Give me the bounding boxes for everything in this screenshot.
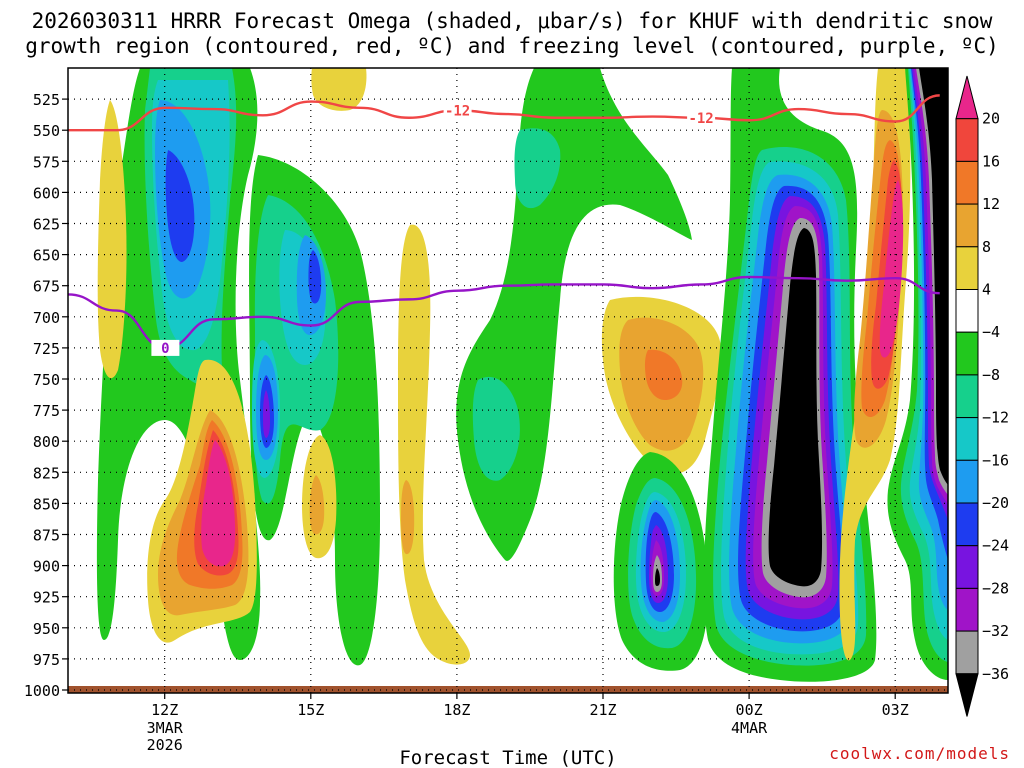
y-tick-label-900: 900 <box>33 558 60 576</box>
x-axis-label: Forecast Time (UTC) <box>399 747 616 768</box>
omega-region-orange-16z <box>309 475 325 535</box>
y-tick-label-775: 775 <box>33 402 60 420</box>
y-tick-label-1000: 1000 <box>24 682 60 700</box>
y-tick-label-825: 825 <box>33 464 60 482</box>
colorbar-label-2: 12 <box>982 195 1000 213</box>
y-tick-label-975: 975 <box>33 651 60 669</box>
y-tick-label-800: 800 <box>33 433 60 451</box>
credit-link[interactable]: coolwx.com/models <box>829 744 1010 763</box>
colorbar-label-1: 16 <box>982 152 1000 170</box>
y-tick-label-925: 925 <box>33 589 60 607</box>
freezing-label-bg <box>151 339 180 356</box>
ground-strip <box>68 686 948 693</box>
colorbar-label-4: 4 <box>982 281 991 299</box>
colorbar-label-10: −24 <box>982 537 1009 555</box>
colorbar-label-7: −12 <box>982 409 1009 427</box>
freezing-label: 0 <box>161 341 169 357</box>
x-tick-label-15Z: 15Z <box>297 701 324 719</box>
x-tick-label-00Z: 00Z <box>736 701 763 719</box>
y-tick-label-700: 700 <box>33 309 60 327</box>
y-tick-label-875: 875 <box>33 527 60 545</box>
colorbar-swatch-1 <box>955 118 979 162</box>
dendritic-label-2: -12 <box>688 111 713 127</box>
omega-region-black-01z <box>768 228 823 587</box>
y-tick-label-575: 575 <box>33 153 60 171</box>
omega-region-teal-21z <box>472 376 520 481</box>
dendritic-label-1: -12 <box>445 103 470 119</box>
freezing-level-0-contour <box>68 275 940 350</box>
colorbar-label-11: −28 <box>982 579 1009 597</box>
colorbar-swatch-3 <box>955 203 979 248</box>
omega-region-orange-18z <box>401 480 415 555</box>
colorbar-label-8: −16 <box>982 451 1009 469</box>
colorbar-swatch-8 <box>955 417 979 461</box>
y-tick-label-950: 950 <box>33 620 60 638</box>
dendritic-label-1-bg <box>443 102 472 119</box>
x-tick-sublabel-4MAR: 4MAR <box>731 719 768 737</box>
y-tick-label-750: 750 <box>33 371 60 389</box>
colorbar-label-3: 8 <box>982 238 991 256</box>
colorbar-swatch-13 <box>955 630 979 675</box>
omega-region-black-04z <box>919 68 948 485</box>
colorbar-swatch-12 <box>955 587 979 632</box>
y-tick-label-525: 525 <box>33 91 60 109</box>
colorbar-swatch-10 <box>955 502 979 547</box>
colorbar-swatch-4 <box>955 246 979 291</box>
colorbar-swatch-0 <box>955 75 979 120</box>
y-tick-label-850: 850 <box>33 495 60 513</box>
colorbar-swatch-11 <box>955 545 979 589</box>
omega-region-purple-15z <box>263 390 270 438</box>
x-tick-label-03Z: 03Z <box>882 701 909 719</box>
plot-frame <box>67 67 949 694</box>
x-tick-label-18Z: 18Z <box>443 701 470 719</box>
omega-region-yellow-18z <box>398 224 470 665</box>
colorbar-label-5: −4 <box>982 323 1000 341</box>
x-tick-label-12Z: 12Z <box>151 701 178 719</box>
colorbar-label-9: −20 <box>982 494 1009 512</box>
colorbar-label-6: −8 <box>982 366 1000 384</box>
dendritic-label-2-bg <box>687 109 716 126</box>
omega-region-teal-top <box>514 128 561 209</box>
colorbar-swatch-5 <box>955 289 979 333</box>
omega-region-magenta-04z <box>879 180 904 358</box>
x-tick-sublabel-3MAR: 3MAR <box>147 719 184 737</box>
chart-title-line-1: 2026030311 HRRR Forecast Omega (shaded, … <box>31 9 993 33</box>
omega-region-dblue-left <box>165 150 195 262</box>
x-tick-label-21Z: 21Z <box>589 701 616 719</box>
colorbar-swatch-2 <box>955 160 979 205</box>
grid-lines <box>68 68 948 693</box>
omega-region-dorange-23z <box>644 349 683 400</box>
y-tick-label-550: 550 <box>33 122 60 140</box>
colorbar-swatch-9 <box>955 459 979 504</box>
y-tick-label-650: 650 <box>33 247 60 265</box>
colorbar: 20 16 12 8 4 −4 −8 −12 −16 −20 −24 −28 −32 −36 <box>955 75 1009 717</box>
omega-region-yellow-17z <box>311 68 367 111</box>
omega-shading <box>96 68 948 682</box>
colorbar-label-12: −32 <box>982 622 1009 640</box>
colorbar-label-0: 20 <box>982 110 1000 128</box>
dendritic-minus12-contour <box>68 94 940 132</box>
y-tick-label-725: 725 <box>33 340 60 358</box>
contour-lines: -12 -12 0 <box>68 94 940 357</box>
colorbar-swatch-14 <box>955 673 979 717</box>
omega-region-black-23z <box>655 568 660 586</box>
y-tick-label-600: 600 <box>33 184 60 202</box>
colorbar-swatch-6 <box>955 331 979 376</box>
y-tick-label-675: 675 <box>33 278 60 296</box>
y-axis: 525 550 575 600 625 650 675 700 725 750 775 800 825 8… <box>24 91 68 700</box>
omega-region-dblue-mid <box>308 250 322 304</box>
x-tick-sublabel-2026: 2026 <box>147 736 183 754</box>
y-tick-label-625: 625 <box>33 216 60 234</box>
colorbar-swatch-7 <box>955 374 979 419</box>
colorbar-label-13: −36 <box>982 665 1009 683</box>
chart-title-line-2: growth region (contoured, red, ºC) and f… <box>25 34 999 58</box>
